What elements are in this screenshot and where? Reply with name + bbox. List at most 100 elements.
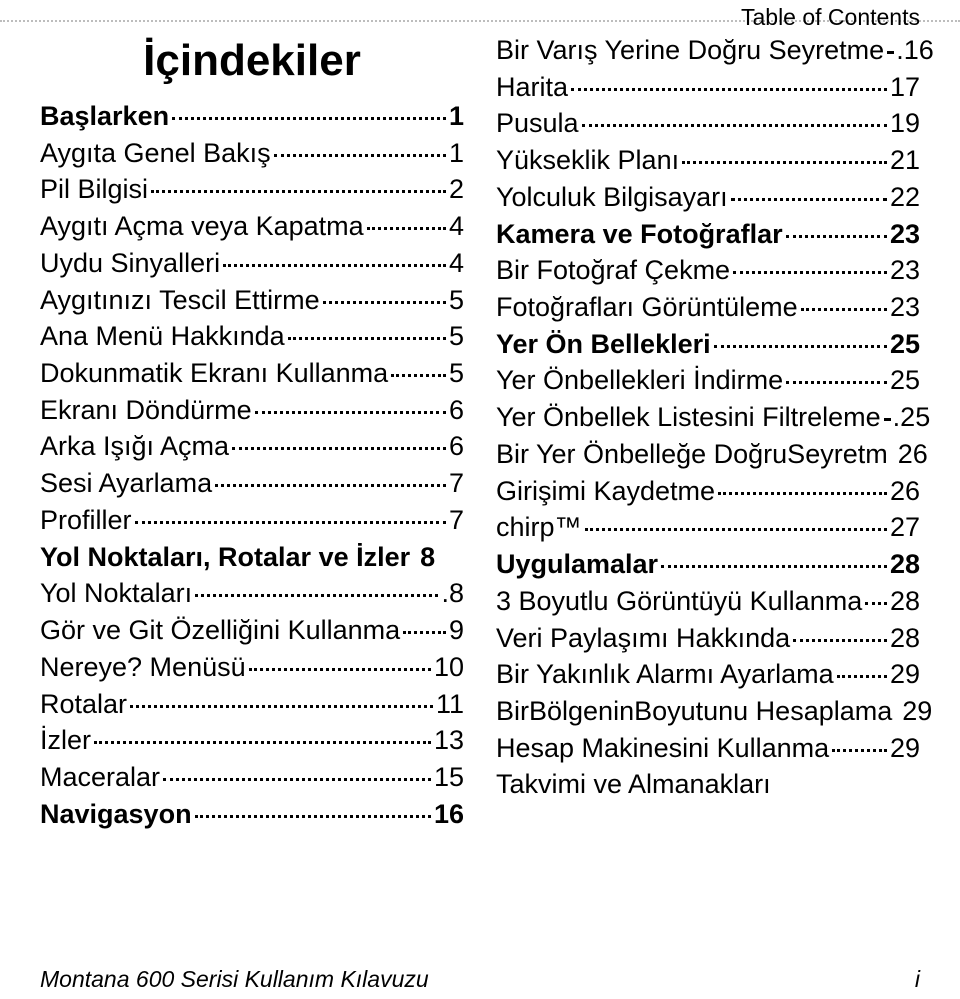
footer-right: i (915, 966, 920, 993)
toc-leader (793, 639, 887, 642)
toc-entry: Arka Işığı Açma 6 (40, 428, 464, 465)
toc-entry: Bir Yer Önbelleğe DoğruSeyretm26 (496, 436, 920, 473)
toc-leader (367, 227, 446, 230)
toc-leader (288, 337, 446, 340)
toc-entry: Yol Noktaları.8 (40, 575, 464, 612)
toc-entry-page: 21 (890, 142, 920, 179)
toc-leader (786, 235, 887, 238)
toc-leader (887, 51, 893, 54)
page-footer: Montana 600 Serisi Kullanım Kılavuzu i (40, 966, 920, 993)
toc-entry-page: 5 (449, 318, 464, 355)
toc-entry-label: BirBölgeninBoyutunu Hesaplama (496, 693, 892, 730)
toc-entry-page: 29 (902, 693, 932, 730)
toc-entry-label: Hesap Makinesini Kullanma (496, 730, 829, 767)
toc-entry: Aygıtınızı Tescil Ettirme 5 (40, 282, 464, 319)
toc-leader (215, 484, 446, 487)
toc-leader (274, 154, 446, 157)
toc-column-right: Bir Varış Yerine Doğru Seyretme.16Harita… (496, 32, 920, 832)
toc-leader (884, 418, 890, 421)
toc-entry-label: Profiller (40, 502, 132, 539)
toc-entry-label: Yer Önbellekleri İndirme (496, 362, 783, 399)
toc-entry-page: 4 (449, 208, 464, 245)
toc-leader (661, 565, 887, 568)
toc-entry-label: Yükseklik Planı (496, 142, 679, 179)
toc-entry-label: Başlarken (40, 98, 169, 135)
toc-entry: Navigasyon16 (40, 796, 464, 833)
toc-entry-page: 26 (898, 436, 928, 473)
toc-entry-label: Bir Fotoğraf Çekme (496, 252, 730, 289)
toc-entry-page: 26 (890, 473, 920, 510)
toc-entry-page: 5 (449, 282, 464, 319)
toc-entry-label: Sesi Ayarlama (40, 465, 212, 502)
toc-entry: Bir Yakınlık Alarmı Ayarlama29 (496, 656, 920, 693)
toc-entry-label: İzler (40, 722, 91, 759)
toc-leader (832, 749, 887, 752)
toc-entry-label: Yer Önbellek Listesini Filtreleme (496, 399, 881, 436)
toc-entry-page: 4 (449, 245, 464, 282)
toc-leader (801, 308, 887, 311)
toc-entry-page: 23 (890, 216, 920, 253)
toc-entry-label: chirp™ (496, 509, 582, 546)
toc-entry-page: 17 (890, 69, 920, 106)
toc-list-right: Bir Varış Yerine Doğru Seyretme.16Harita… (496, 32, 920, 803)
toc-entry-label: Uygulamalar (496, 546, 658, 583)
toc-entry: Fotoğrafları Görüntüleme 23 (496, 289, 920, 326)
toc-entry-label: Arka Işığı Açma (40, 428, 229, 465)
toc-entry-label: Aygıtınızı Tescil Ettirme (40, 282, 320, 319)
toc-entry-page: 7 (449, 465, 464, 502)
toc-leader (255, 411, 446, 414)
toc-entry: Harita17 (496, 69, 920, 106)
toc-entry: BirBölgeninBoyutunu Hesaplama29 (496, 693, 920, 730)
toc-entry-page: 6 (449, 392, 464, 429)
toc-entry-page: 19 (890, 105, 920, 142)
toc-entry-label: Gör ve Git Özelliğini Kullanma (40, 612, 400, 649)
toc-entry-label: Girişimi Kaydetme (496, 473, 715, 510)
toc-entry-label: Ekranı Döndürme (40, 392, 252, 429)
toc-entry-label: Takvimi ve Almanakları (496, 766, 771, 803)
toc-entry-label: Bir Yer Önbelleğe DoğruSeyretm (496, 436, 888, 473)
toc-entry: Bir Fotoğraf Çekme23 (496, 252, 920, 289)
toc-entry-label: Veri Paylaşımı Hakkında (496, 620, 790, 657)
toc-leader (94, 741, 431, 744)
toc-entry-page: 29 (890, 656, 920, 693)
running-header: Table of Contents (741, 4, 920, 31)
toc-column-left: İçindekiler Başlarken1Aygıta Genel Bakış… (40, 32, 464, 832)
toc-entry-label: Yolculuk Bilgisayarı (496, 179, 728, 216)
toc-entry-page: 11 (436, 686, 464, 723)
toc-entry: 3 Boyutlu Görüntüyü Kullanma28 (496, 583, 920, 620)
toc-entry: Yol Noktaları, Rotalar ve İzler 8 (40, 539, 464, 576)
toc-entry-page: 8 (420, 539, 435, 576)
toc-entry: Sesi Ayarlama 7 (40, 465, 464, 502)
toc-entry-label: Fotoğrafları Görüntüleme (496, 289, 798, 326)
toc-entry: Dokunmatik Ekranı Kullanma5 (40, 355, 464, 392)
toc-entry: chirp™27 (496, 509, 920, 546)
toc-entry: Yer Ön Bellekleri25 (496, 326, 920, 363)
toc-entry-page: 23 (890, 289, 920, 326)
toc-entry-label: Bir Varış Yerine Doğru Seyretme (496, 32, 884, 69)
toc-entry-label: Yol Noktaları, Rotalar ve İzler (40, 539, 410, 576)
toc-entry-page: .25 (893, 399, 931, 436)
toc-entry-page: 28 (890, 620, 920, 657)
toc-entry-label: Yer Ön Bellekleri (496, 326, 711, 363)
toc-entry-page: 29 (890, 730, 920, 767)
toc-leader (195, 815, 431, 818)
toc-entry: Profiller 7 (40, 502, 464, 539)
toc-entry: Hesap Makinesini Kullanma 29 (496, 730, 920, 767)
toc-leader (786, 381, 887, 384)
toc-entry-page: 6 (449, 428, 464, 465)
toc-leader (232, 447, 446, 450)
toc-entry: Maceralar15 (40, 759, 464, 796)
toc-entry: Takvimi ve Almanakları (496, 766, 920, 803)
toc-entry-page: 15 (434, 759, 464, 796)
toc-entry-page: 16 (434, 796, 464, 833)
toc-entry-label: Aygıtı Açma veya Kapatma (40, 208, 364, 245)
toc-leader (718, 492, 887, 495)
toc-leader (585, 528, 887, 531)
toc-entry: Gör ve Git Özelliğini Kullanma9 (40, 612, 464, 649)
toc-leader (130, 705, 433, 708)
toc-entry: Aygıta Genel Bakış1 (40, 135, 464, 172)
toc-entry-page: 7 (449, 502, 464, 539)
toc-entry-label: Yol Noktaları (40, 575, 192, 612)
toc-entry: Yolculuk Bilgisayarı22 (496, 179, 920, 216)
toc-entry-page: .16 (896, 32, 934, 69)
